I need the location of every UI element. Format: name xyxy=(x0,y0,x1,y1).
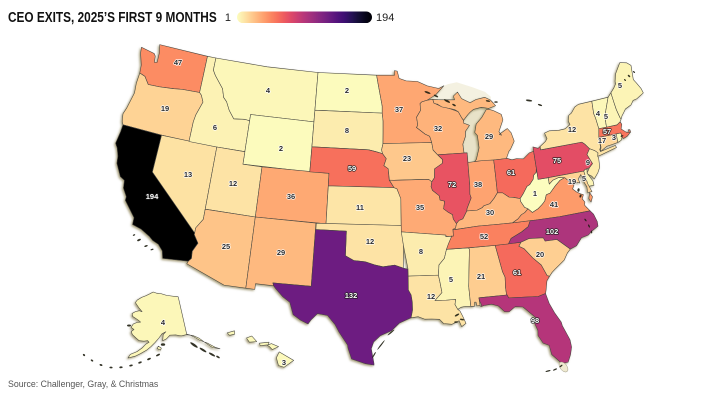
svg-text:25: 25 xyxy=(222,242,230,251)
svg-text:61: 61 xyxy=(507,168,515,177)
svg-text:41: 41 xyxy=(550,200,558,209)
svg-text:8: 8 xyxy=(419,247,423,256)
svg-text:5: 5 xyxy=(604,112,608,121)
svg-text:30: 30 xyxy=(486,208,494,217)
svg-text:29: 29 xyxy=(485,132,493,141)
svg-text:12: 12 xyxy=(229,179,237,188)
svg-text:72: 72 xyxy=(448,180,456,189)
svg-text:4: 4 xyxy=(266,86,271,95)
svg-text:11: 11 xyxy=(356,203,364,212)
svg-text:102: 102 xyxy=(546,227,559,236)
svg-text:5: 5 xyxy=(618,81,622,90)
svg-text:1: 1 xyxy=(225,12,231,24)
svg-text:12: 12 xyxy=(568,125,576,134)
svg-text:35: 35 xyxy=(416,203,424,212)
svg-text:3: 3 xyxy=(282,358,286,367)
svg-text:23: 23 xyxy=(403,154,411,163)
svg-text:47: 47 xyxy=(174,58,182,67)
svg-text:13: 13 xyxy=(184,170,192,179)
svg-text:5: 5 xyxy=(582,174,586,183)
svg-text:17: 17 xyxy=(598,136,606,145)
svg-text:37: 37 xyxy=(395,105,403,114)
svg-text:21: 21 xyxy=(477,272,485,281)
svg-text:8: 8 xyxy=(345,126,349,135)
svg-text:4: 4 xyxy=(161,318,166,327)
svg-text:57: 57 xyxy=(603,127,611,136)
svg-text:132: 132 xyxy=(345,291,358,300)
svg-text:CEO EXITS, 2025’S FIRST 9 MONT: CEO EXITS, 2025’S FIRST 9 MONTHS xyxy=(8,9,217,25)
svg-text:5: 5 xyxy=(449,275,453,284)
svg-text:38: 38 xyxy=(474,180,482,189)
svg-text:20: 20 xyxy=(536,250,544,259)
svg-text:4: 4 xyxy=(596,109,601,118)
svg-text:Source: Challenger, Gray, & Ch: Source: Challenger, Gray, & Christmas xyxy=(8,379,159,389)
svg-text:194: 194 xyxy=(146,192,159,201)
svg-text:194: 194 xyxy=(376,12,394,24)
svg-text:2: 2 xyxy=(345,86,349,95)
svg-text:59: 59 xyxy=(348,164,356,173)
svg-text:12: 12 xyxy=(427,292,435,301)
svg-text:9: 9 xyxy=(586,158,590,167)
svg-text:61: 61 xyxy=(513,268,521,277)
svg-text:6: 6 xyxy=(213,123,217,132)
svg-text:12: 12 xyxy=(366,237,374,246)
svg-text:19: 19 xyxy=(161,104,169,113)
svg-text:52: 52 xyxy=(480,232,488,241)
svg-text:36: 36 xyxy=(287,192,295,201)
svg-text:1: 1 xyxy=(533,189,537,198)
svg-text:32: 32 xyxy=(434,124,442,133)
svg-text:2: 2 xyxy=(279,144,283,153)
svg-text:98: 98 xyxy=(531,316,539,325)
svg-text:29: 29 xyxy=(277,248,285,257)
svg-text:19: 19 xyxy=(568,177,576,186)
svg-text:3: 3 xyxy=(612,133,616,142)
svg-text:75: 75 xyxy=(553,156,561,165)
